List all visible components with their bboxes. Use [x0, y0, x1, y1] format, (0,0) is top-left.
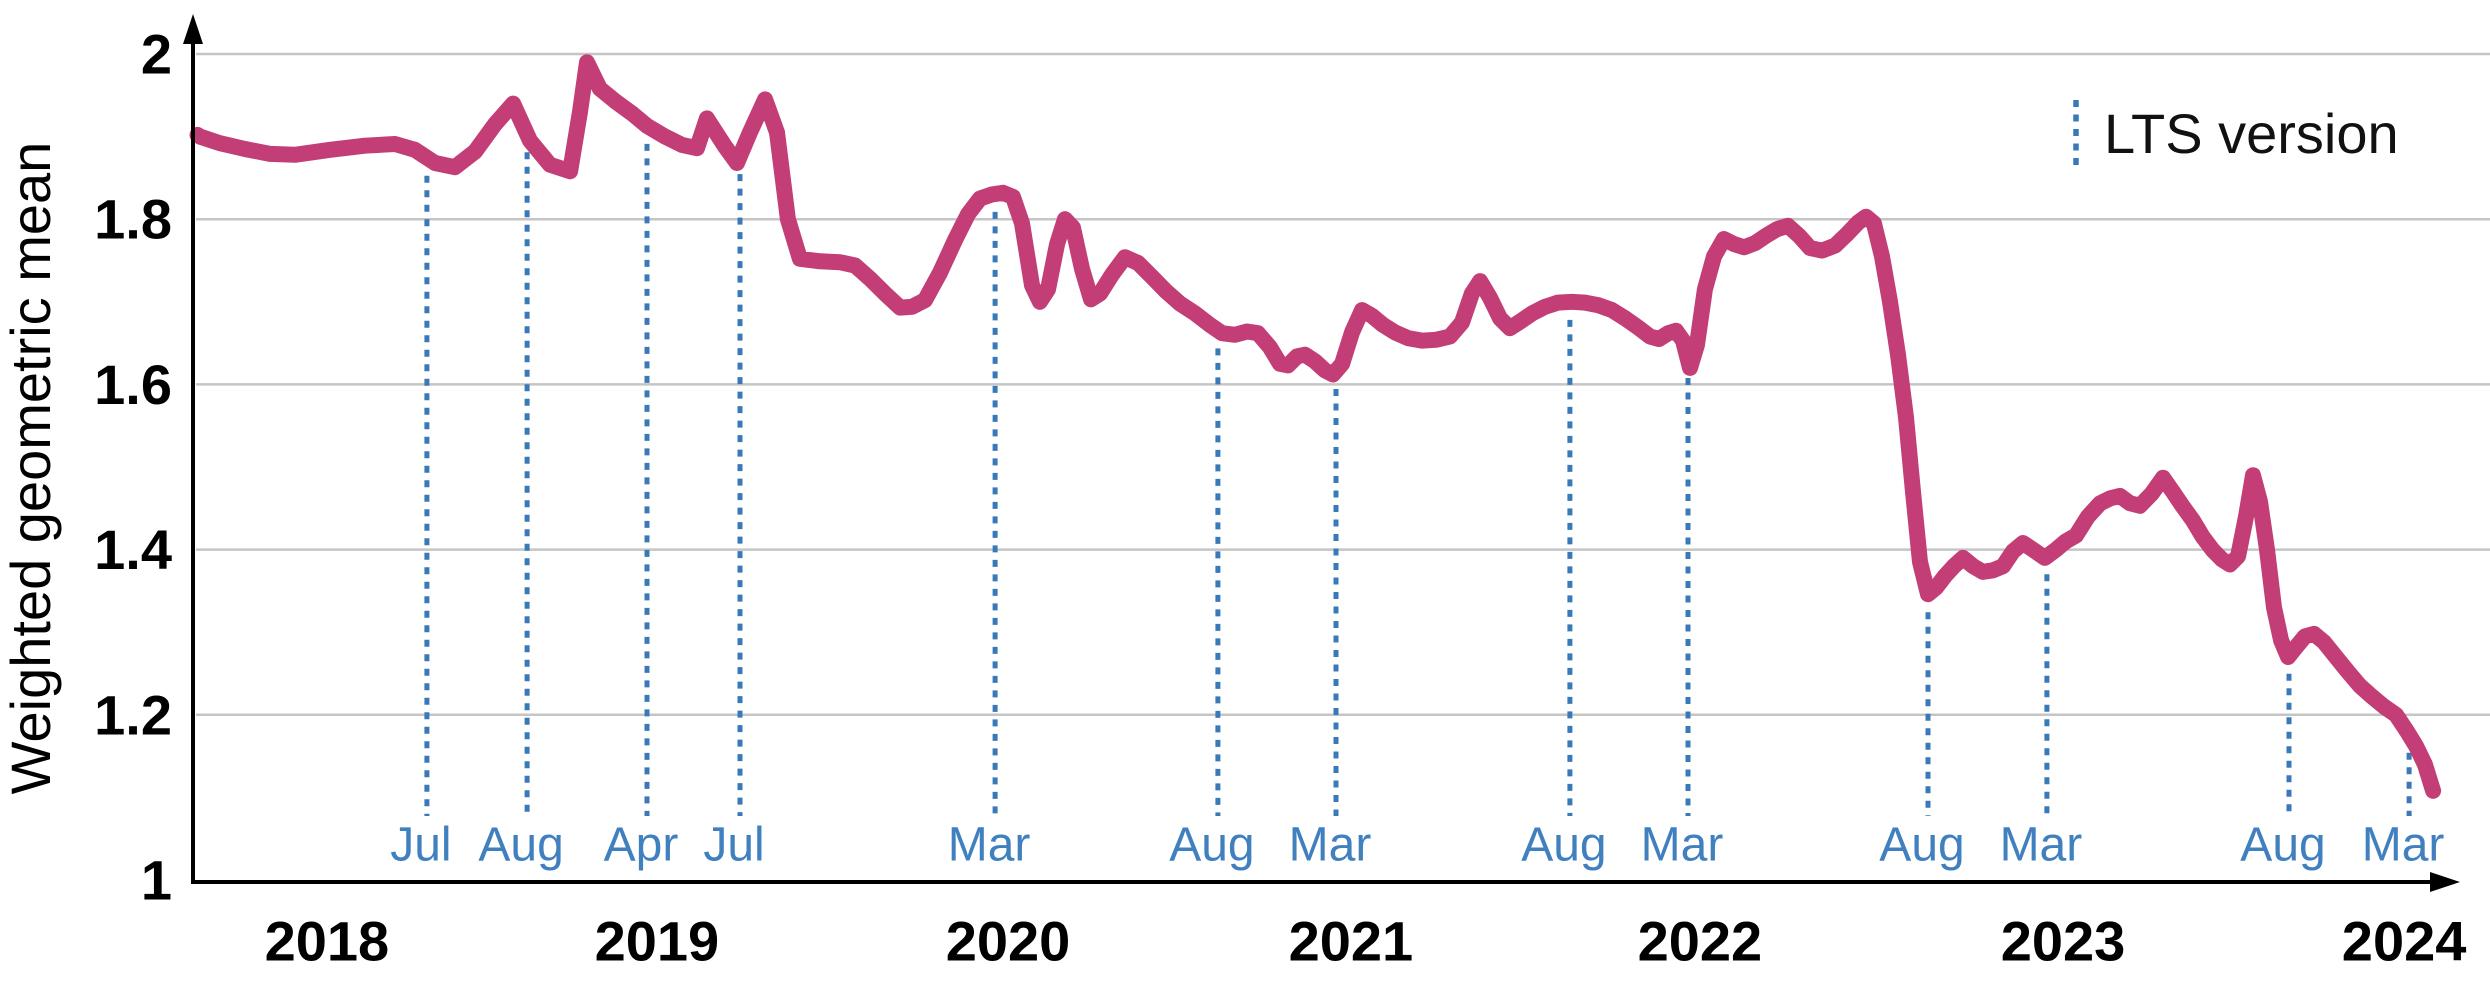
x-tick-label: 2019	[595, 910, 720, 973]
lts-marker-label: Mar	[948, 819, 1031, 872]
x-tick-label: 2021	[1289, 910, 1414, 973]
lts-marker-label: Aug	[1879, 819, 1964, 872]
lts-legend-marker-icon	[2073, 100, 2079, 168]
x-tick-label: 2023	[2001, 910, 2126, 973]
data-line	[189, 54, 2442, 799]
lts-marker-label: Jul	[703, 819, 764, 872]
lts-marker-label: Mar	[1289, 819, 1372, 872]
legend-label: LTS version	[2104, 102, 2399, 165]
lts-marker-label: Aug	[1169, 819, 1254, 872]
legend: LTS version	[2072, 100, 2399, 168]
y-tick-label: 1	[141, 849, 172, 912]
lts-marker-label: Aug	[1521, 819, 1606, 872]
lts-marker-label: Aug	[478, 819, 563, 872]
x-axis-arrow-icon	[2430, 872, 2460, 892]
x-tick-label: 2020	[946, 910, 1071, 973]
lts-marker-label: Mar	[1641, 819, 1724, 872]
lts-marker-label: Jul	[390, 819, 451, 872]
y-axis-arrow-icon	[183, 14, 203, 44]
x-tick-label: 2022	[1638, 910, 1763, 973]
y-tick-label: 1.4	[94, 518, 172, 581]
lts-marker-label: Mar	[2362, 819, 2445, 872]
x-tick-label: 2024	[2342, 910, 2467, 973]
lts-marker-label: Mar	[2000, 819, 2083, 872]
lts-marker-label: Apr	[604, 819, 679, 872]
lts-marker-label: Aug	[2240, 819, 2325, 872]
y-tick-label: 2	[141, 23, 172, 86]
y-axis-title: Weighted geometric mean	[0, 142, 62, 795]
y-tick-label: 1.2	[94, 683, 172, 746]
x-tick-label: 2018	[265, 910, 390, 973]
y-tick-label: 1.6	[94, 353, 172, 416]
y-tick-label: 1.8	[94, 188, 172, 251]
